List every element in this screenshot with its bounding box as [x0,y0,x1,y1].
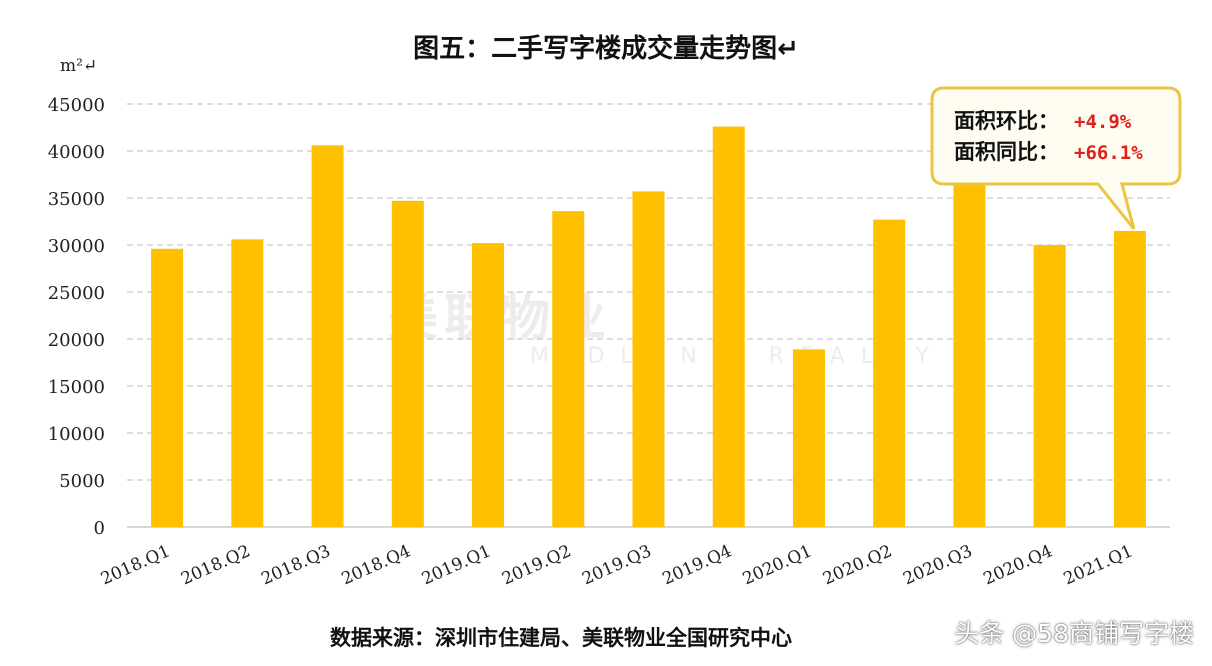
callout-label: 面积同比： [954,140,1059,164]
x-tick-label: 2020.Q2 [820,541,895,589]
bar [1113,230,1146,527]
x-tick-label: 2020.Q1 [740,541,815,589]
bar [632,191,665,528]
bar [1033,245,1066,527]
callout-label: 面积环比： [954,109,1059,133]
source-text: 数据来源：深圳市住建局、美联物业全国研究中心 [330,626,792,650]
bar [873,219,906,527]
y-tick-label: 0 [94,518,105,539]
y-tick-label: 5000 [59,471,105,492]
callout-box [930,86,1182,230]
x-tick-label: 2019.Q1 [419,541,494,589]
x-tick-label: 2020.Q4 [980,541,1055,589]
y-axis-unit: m²↵ [60,56,98,76]
x-tick-label: 2019.Q2 [499,541,574,589]
callout-value: +4.9% [1074,111,1132,133]
x-tick-label: 2018.Q3 [258,541,333,589]
x-tick-label: 2019.Q3 [579,541,654,589]
bar [792,349,825,527]
bar [472,243,505,527]
y-tick-label: 10000 [48,424,105,445]
bar [712,126,745,527]
bar [231,239,264,528]
y-tick-label: 35000 [48,189,105,210]
x-tick-label: 2018.Q4 [339,541,414,589]
x-tick-label: 2018.Q1 [98,541,173,589]
bar [311,145,344,528]
bar [151,248,184,527]
chart-title: 图五：二手写字楼成交量走势图↵ [413,34,799,64]
callout-value: +66.1% [1074,142,1143,164]
y-tick-label: 45000 [48,95,105,116]
y-tick-label: 30000 [48,236,105,257]
data-source-note: 数据来源：深圳市住建局、美联物业全国研究中心 [330,622,792,652]
y-tick-label: 15000 [48,377,105,398]
bar [391,200,424,527]
y-tick-label: 25000 [48,283,105,304]
bar [552,211,585,527]
platform-credit: 头条 @58商铺写字楼 [954,619,1194,648]
y-tick-label: 20000 [48,330,105,351]
y-tick-label: 40000 [48,142,105,163]
x-tick-label: 2021.Q1 [1061,541,1136,589]
x-tick-label: 2018.Q2 [178,541,253,589]
x-tick-label: 2020.Q3 [900,541,975,589]
bar [953,163,986,527]
x-tick-label: 2019.Q4 [660,541,735,589]
